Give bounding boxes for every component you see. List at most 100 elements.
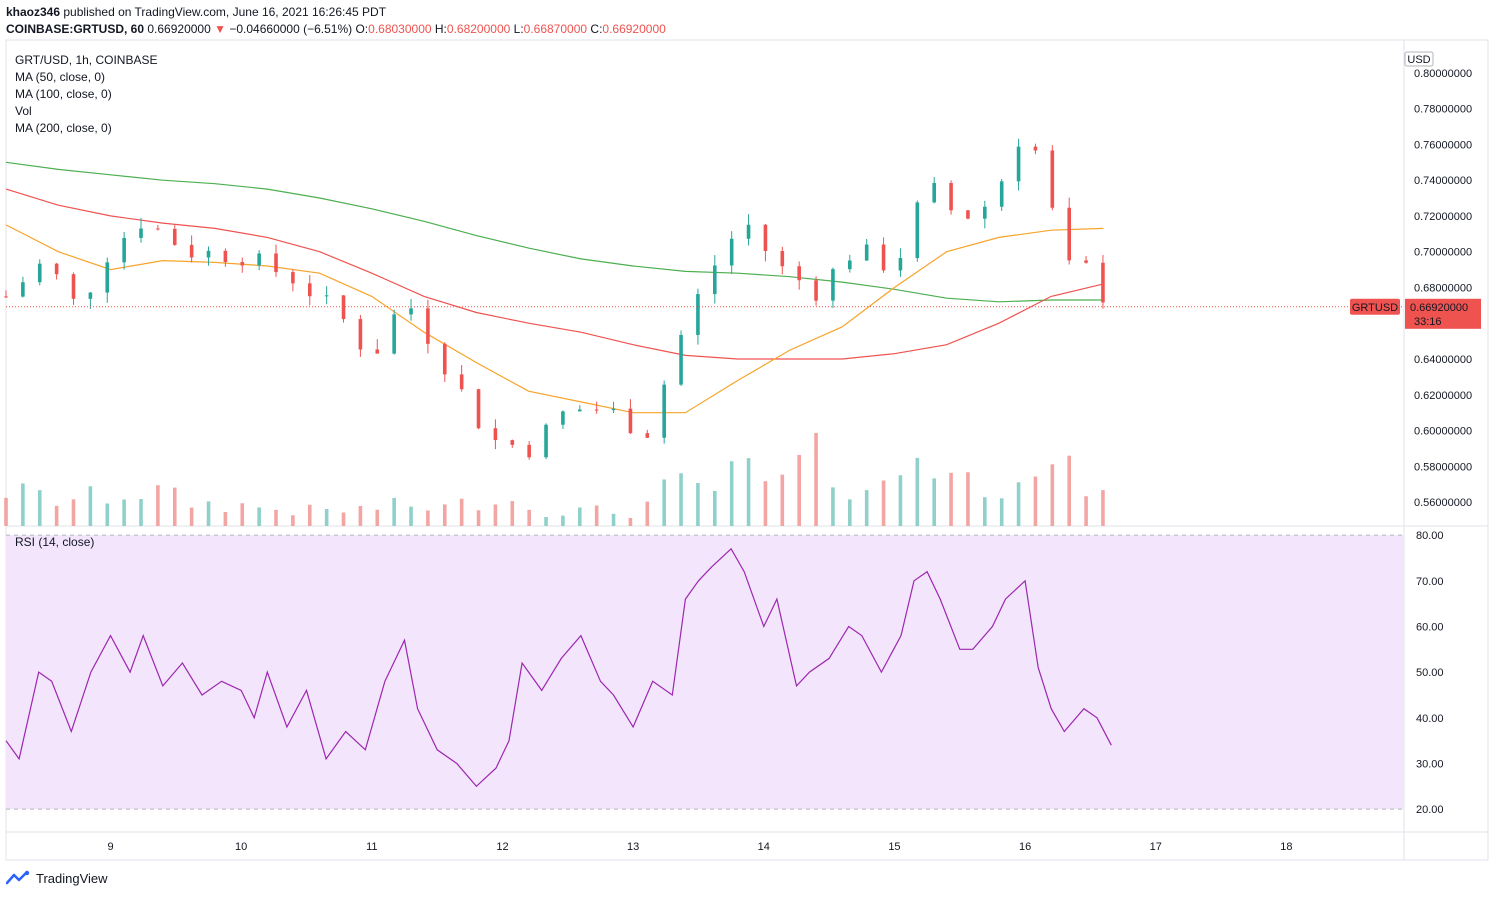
volume-bar xyxy=(527,509,531,526)
volume-bar xyxy=(409,506,413,526)
candle-body xyxy=(392,314,396,354)
symbol-tag-bg xyxy=(1350,298,1400,315)
time-axis[interactable]: 9 10 11 12 13 14 15 16 17 18 xyxy=(107,841,1292,853)
volume-layer xyxy=(4,432,1105,526)
candle-body xyxy=(999,181,1004,207)
price-tick-label: 0.76000000 xyxy=(1414,139,1472,151)
tradingview-logo[interactable]: TradingView xyxy=(6,870,108,886)
candle-body xyxy=(493,428,498,441)
price-tick-label: 0.58000000 xyxy=(1414,461,1472,473)
ohlc-line: COINBASE:GRTUSD, 60 0.66920000 ▼ −0.0466… xyxy=(6,22,666,36)
price-tick-label: 0.64000000 xyxy=(1414,354,1472,366)
legend-ma50[interactable]: MA (50, close, 0) xyxy=(15,70,106,84)
bar-countdown: 33:16 xyxy=(1414,316,1442,328)
volume-bar xyxy=(122,499,126,526)
open-label: O: xyxy=(355,22,369,36)
volume-bar xyxy=(729,461,734,526)
candle-body xyxy=(594,409,599,411)
candle-body xyxy=(206,250,211,258)
volume-bar xyxy=(4,497,8,526)
volume-bar xyxy=(37,490,42,526)
candle-body xyxy=(307,283,312,297)
volume-bar xyxy=(257,507,261,526)
candle-body xyxy=(780,251,785,267)
candle-body xyxy=(729,238,734,266)
candle-body xyxy=(898,258,903,271)
volume-bar xyxy=(54,505,59,526)
change-value: −0.04660000 (−6.51%) xyxy=(229,22,353,36)
candle-body xyxy=(71,274,76,299)
time-tick-label: 17 xyxy=(1150,841,1162,853)
volume-bar xyxy=(864,490,869,526)
volume-bar xyxy=(88,486,93,526)
author-name[interactable]: khaoz346 xyxy=(6,5,61,19)
candle-body xyxy=(679,334,683,385)
volume-bar xyxy=(223,512,228,526)
legend-ma200[interactable]: MA (200, close, 0) xyxy=(15,121,112,135)
volume-bar xyxy=(341,512,346,526)
candle-body xyxy=(510,440,515,445)
price-tag-bg xyxy=(1405,298,1481,329)
moving-average-layer xyxy=(5,161,1104,414)
candle-body xyxy=(274,253,278,273)
rsi-axis[interactable]: 80.00 70.00 60.00 50.00 40.00 30.00 20.00 xyxy=(1416,530,1444,816)
candle-body xyxy=(544,424,548,458)
currency-badge[interactable] xyxy=(1404,51,1434,67)
volume-bar xyxy=(426,510,430,526)
volume-bar xyxy=(1016,482,1021,526)
volume-bar xyxy=(881,480,886,526)
volume-bar xyxy=(594,505,599,526)
rsi-tick-label: 60.00 xyxy=(1416,621,1444,633)
volume-bar xyxy=(645,501,650,526)
volume-bar xyxy=(628,517,633,526)
volume-bar xyxy=(1050,464,1055,526)
candle-body xyxy=(864,244,869,261)
rsi-tick-label: 20.00 xyxy=(1416,804,1444,816)
time-tick-label: 14 xyxy=(758,841,770,853)
candle-body xyxy=(1033,146,1038,151)
rsi-tick-label: 70.00 xyxy=(1416,576,1444,588)
ma200-line xyxy=(5,161,1104,303)
time-tick-label: 10 xyxy=(235,841,247,853)
candle-body xyxy=(831,269,835,301)
close-value: 0.66920000 xyxy=(602,22,666,36)
candle-body xyxy=(848,260,852,270)
volume-bar xyxy=(831,487,835,526)
price-axis[interactable]: 0.80000000 0.78000000 0.76000000 0.74000000… xyxy=(1414,68,1472,509)
volume-bar xyxy=(71,499,76,526)
candle-body xyxy=(527,444,531,458)
volume-bar xyxy=(696,483,700,526)
last-price: 0.66920000 xyxy=(147,22,211,36)
volume-bar xyxy=(712,490,717,526)
rsi-line xyxy=(5,547,1112,788)
volume-bar xyxy=(139,499,143,526)
time-tick-label: 13 xyxy=(627,841,639,853)
candle-body xyxy=(966,210,970,219)
candle-body xyxy=(223,250,228,263)
rsi-legend[interactable]: RSI (14, close) xyxy=(15,535,95,549)
price-tick-label: 0.72000000 xyxy=(1414,211,1472,223)
volume-bar xyxy=(1101,490,1105,526)
volume-bar xyxy=(274,509,278,526)
volume-bar xyxy=(510,501,515,526)
low-label: L: xyxy=(513,22,524,36)
legend-vol[interactable]: Vol xyxy=(15,104,32,118)
volume-bar xyxy=(983,497,987,526)
candle-body xyxy=(476,389,481,429)
low-value: 0.66870000 xyxy=(523,22,588,36)
volume-bar xyxy=(746,458,751,526)
candle-body xyxy=(1050,150,1055,208)
volume-bar xyxy=(763,481,768,526)
candle-body xyxy=(37,263,42,283)
volume-bar xyxy=(358,505,363,526)
rsi-band xyxy=(6,535,1404,810)
volume-bar xyxy=(206,501,211,526)
legend-title[interactable]: GRT/USD, 1h, COINBASE xyxy=(15,53,158,67)
candle-body xyxy=(696,294,700,335)
legend-ma100[interactable]: MA (100, close, 0) xyxy=(15,87,112,101)
volume-bar xyxy=(172,487,177,526)
volume-bar xyxy=(577,507,582,526)
candle-body xyxy=(1101,262,1105,303)
symbol-label: COINBASE:GRTUSD, 60 xyxy=(6,22,145,36)
